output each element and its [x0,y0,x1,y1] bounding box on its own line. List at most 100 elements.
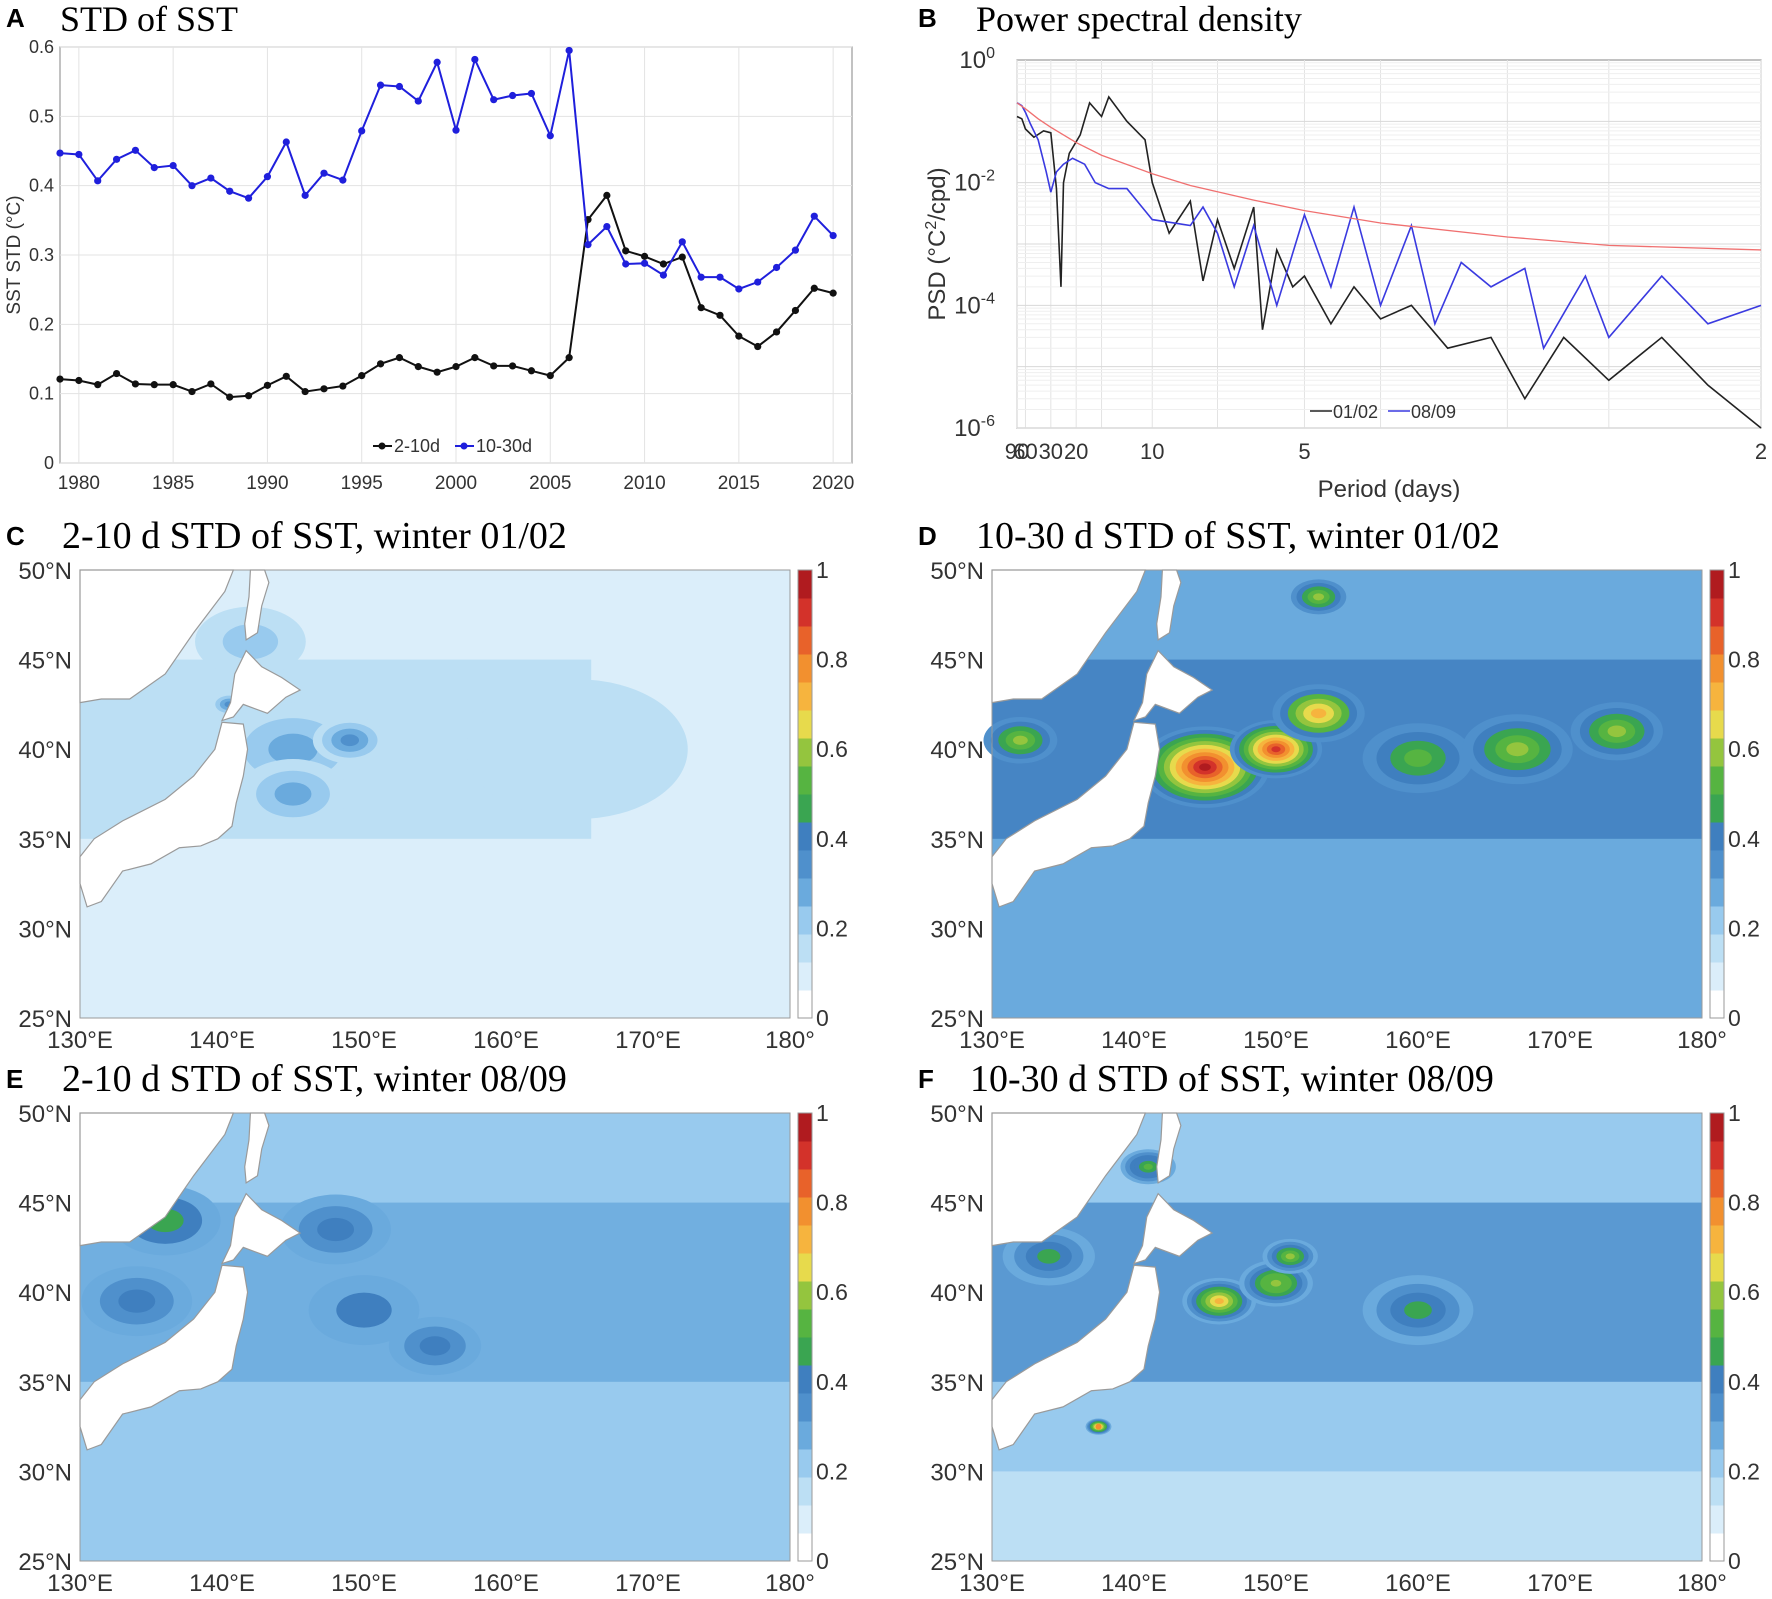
colorbar-segment [1710,822,1724,851]
lon-label: 170°E [1527,1570,1593,1597]
colorbar-tick: 0.4 [1728,826,1760,852]
lat-label: 25°N [18,1006,72,1033]
data-point-10-30d [207,174,215,182]
ytick-label: 0.2 [29,314,54,334]
map-anomaly [1506,742,1529,757]
data-point-10-30d [376,81,385,89]
colorbar-tick: 0.6 [816,736,848,762]
ytick-label: 0.4 [29,176,54,196]
land-mass [1132,649,1214,722]
map-anomaly [1199,763,1211,771]
data-point-10-30d [584,241,592,249]
data-point-2-10d [716,311,724,319]
colorbar-tick: 0.8 [1728,1190,1760,1216]
ytick-exponent: -4 [981,290,995,307]
map-frame [79,569,791,1019]
ytick-label: 0.1 [29,384,54,404]
data-point-2-10d [339,382,347,390]
data-point-10-30d [131,146,140,154]
colorbar-segment [1710,710,1724,739]
colorbar-tick: 0 [816,1005,829,1031]
colorbar-segment [798,626,812,655]
xtick-label: 1980 [58,473,100,494]
colorbar-segment [1710,1477,1724,1506]
colorbar-segment [1710,990,1724,1019]
colorbar-frame [797,1112,813,1562]
panel-f-title: 10-30 d STD of SST, winter 08/09 [970,1058,1494,1100]
xtick-label: 5 [1298,439,1310,464]
colorbar-segment [798,570,812,599]
colorbar-segment [1710,626,1724,655]
xtick-label: 20 [1064,439,1088,464]
ytick-exponent: -2 [981,168,995,185]
data-point-2-10d [471,354,479,362]
colorbar-segment [1710,1393,1724,1422]
colorbar-segment [1710,654,1724,683]
data-point-10-30d [150,164,158,172]
data-point-2-10d [358,372,366,380]
data-point-2-10d [772,328,781,336]
ytick-label: 10-6 [954,413,995,442]
lon-label: 150°E [1243,1570,1309,1597]
data-point-2-10d [527,367,536,375]
lat-label: 45°N [930,648,984,675]
psd-line-01/02 [1016,95,1762,429]
lat-label: 50°N [930,558,984,585]
lat-label: 30°N [18,916,72,943]
panel-a-letter: A [6,3,25,33]
panel-b-ylabel-sup: 2 [923,221,940,230]
lon-label: 180° [1677,1027,1727,1054]
colorbar-segment [1710,598,1724,627]
colorbar-segment [798,1253,812,1282]
data-point-10-30d [339,176,347,184]
colorbar-segment [798,1169,812,1198]
panel-c-title: 2-10 d STD of SST, winter 01/02 [62,515,567,557]
panel-b-ylabel: PSD (°C2/cpd) [923,167,951,320]
map-anomaly [466,679,688,820]
panel-e: E 2-10 d STD of SST, winter 08/09 50°N 45… [6,1058,848,1597]
data-point-10-30d [735,285,743,293]
data-point-10-30d [358,127,366,135]
colorbar-segment [1710,1365,1724,1394]
land-mass [220,649,302,722]
xtick-label: 2000 [435,473,477,494]
data-point-10-30d [603,222,611,231]
colorbar-segment [1710,1225,1724,1254]
lat-label: 40°N [18,737,72,764]
lat-label: 25°N [18,1549,72,1576]
xtick-label: 2010 [623,473,665,494]
colorbar-segment [798,1141,812,1170]
panel-b-series [1016,95,1762,429]
panel-b-legend: 01/02 08/09 [1310,402,1456,422]
panel-d-title: 10-30 d STD of SST, winter 01/02 [976,515,1500,557]
ytick-label: 0.6 [29,37,54,57]
panel-f: F 10-30 d STD of SST, winter 08/09 50°N 4… [918,1058,1760,1597]
xtick-label: 2015 [718,473,760,494]
land-mass [79,721,249,908]
colorbar-segment [798,822,812,851]
colorbar-segment [798,598,812,627]
panel-e-title: 2-10 d STD of SST, winter 08/09 [62,1058,567,1100]
data-point-10-30d [94,177,102,185]
map-anomaly [419,1336,451,1356]
lat-label: 50°N [930,1101,984,1128]
xtick-label: 1995 [341,473,383,494]
data-point-2-10d [791,306,800,315]
colorbar-segment [798,1421,812,1450]
ytick-base: 10 [954,170,981,197]
colorbar-tick: 0 [1728,1005,1741,1031]
data-point-2-10d [301,387,309,396]
lon-label: 170°E [615,1570,681,1597]
lat-label: 45°N [18,1191,72,1218]
lat-label: 40°N [930,1280,984,1307]
data-point-10-30d [188,182,196,190]
colorbar-frame [1709,1112,1725,1562]
data-point-2-10d [622,247,630,255]
data-point-2-10d [226,393,234,401]
